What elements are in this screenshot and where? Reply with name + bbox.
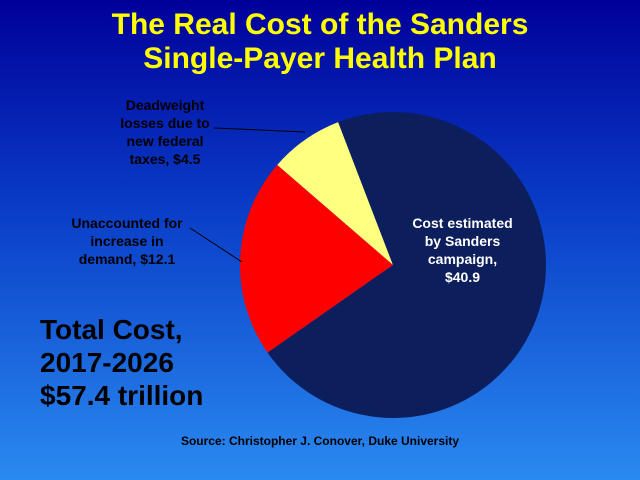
pie-slice [267, 112, 547, 418]
data-label: Cost estimated by Sanders campaign, $40.… [412, 215, 513, 285]
leader-line [189, 227, 243, 263]
annotation: Total Cost, 2017-2026 $57.4 trillion [40, 313, 203, 412]
pie-slice [277, 122, 393, 265]
leader-line [213, 127, 306, 133]
source: Source: Christopher J. Conover, Duke Uni… [180, 434, 460, 448]
data-label: Deadweight losses due to new federal tax… [120, 97, 210, 167]
annotation-line: $57.4 trillion [40, 380, 204, 411]
pie-slice [240, 164, 393, 353]
data-label: Unaccounted for increase in demand, $12.… [71, 215, 183, 267]
annotation-line: 2017-2026 [40, 347, 174, 378]
annotation-line: Total Cost, [40, 314, 183, 345]
chart-title: The Real Cost of the Sanders Single-Paye… [111, 8, 529, 75]
